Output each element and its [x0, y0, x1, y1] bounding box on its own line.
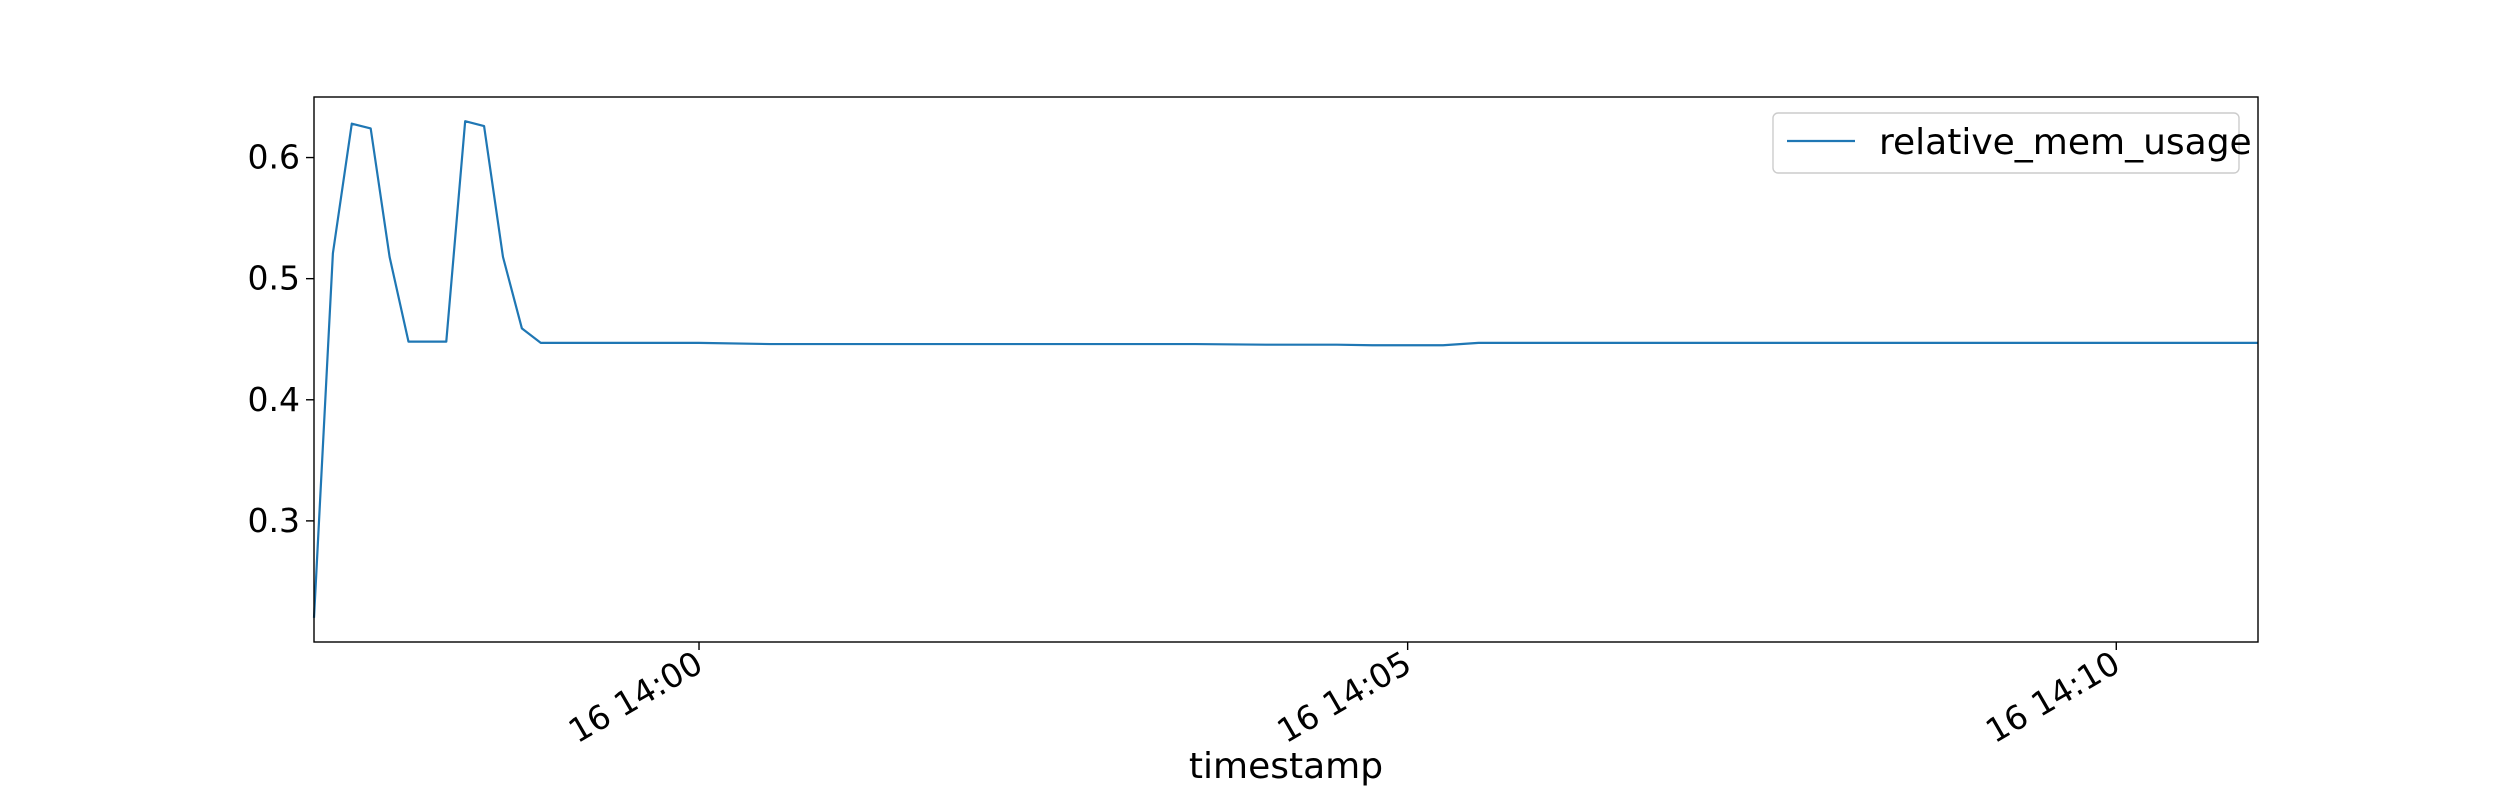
legend: relative_mem_usage — [1772, 112, 2252, 174]
y-tick-label: 0.4 — [248, 380, 300, 419]
y-tick-label: 0.6 — [248, 138, 300, 177]
x-axis-label: timestamp — [1189, 746, 1383, 787]
legend-label-0: relative_mem_usage — [1879, 122, 2252, 163]
series-line-0 — [312, 120, 2258, 618]
y-axis: 0.3 0.4 0.5 0.6 — [248, 138, 314, 540]
plot-frame — [313, 96, 2259, 643]
y-tick-label: 0.5 — [248, 259, 300, 298]
plot-area — [312, 96, 2259, 643]
y-tick-label: 0.3 — [248, 501, 300, 540]
legend-box — [1772, 112, 2240, 174]
